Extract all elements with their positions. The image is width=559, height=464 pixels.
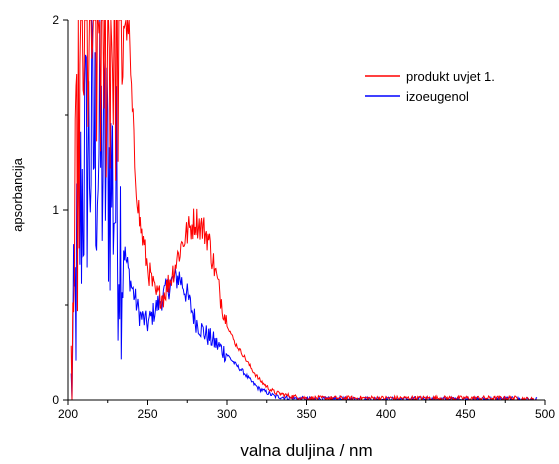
- x-tick-label: 450: [455, 407, 475, 421]
- x-tick-label: 500: [535, 407, 555, 421]
- x-tick-label: 200: [58, 407, 78, 421]
- x-axis-title: valna duljina / nm: [240, 441, 372, 460]
- series-line-produkt: [70, 20, 538, 400]
- x-ticks: 200 250 300 350 400 450 500: [58, 400, 555, 421]
- y-tick-label: 1: [52, 203, 59, 217]
- y-axis-title: apsorbancija: [10, 157, 25, 231]
- y-ticks: 0 1 2: [52, 13, 68, 407]
- x-tick-label: 400: [376, 407, 396, 421]
- x-tick-label: 250: [137, 407, 157, 421]
- legend-label-izoeugenol: izoeugenol: [406, 89, 469, 104]
- y-tick-label: 0: [52, 393, 59, 407]
- y-tick-label: 2: [52, 13, 59, 27]
- legend-label-produkt: produkt uvjet 1.: [406, 69, 495, 84]
- x-tick-label: 300: [217, 407, 237, 421]
- legend: produkt uvjet 1. izoeugenol: [365, 69, 495, 104]
- x-tick-label: 350: [296, 407, 316, 421]
